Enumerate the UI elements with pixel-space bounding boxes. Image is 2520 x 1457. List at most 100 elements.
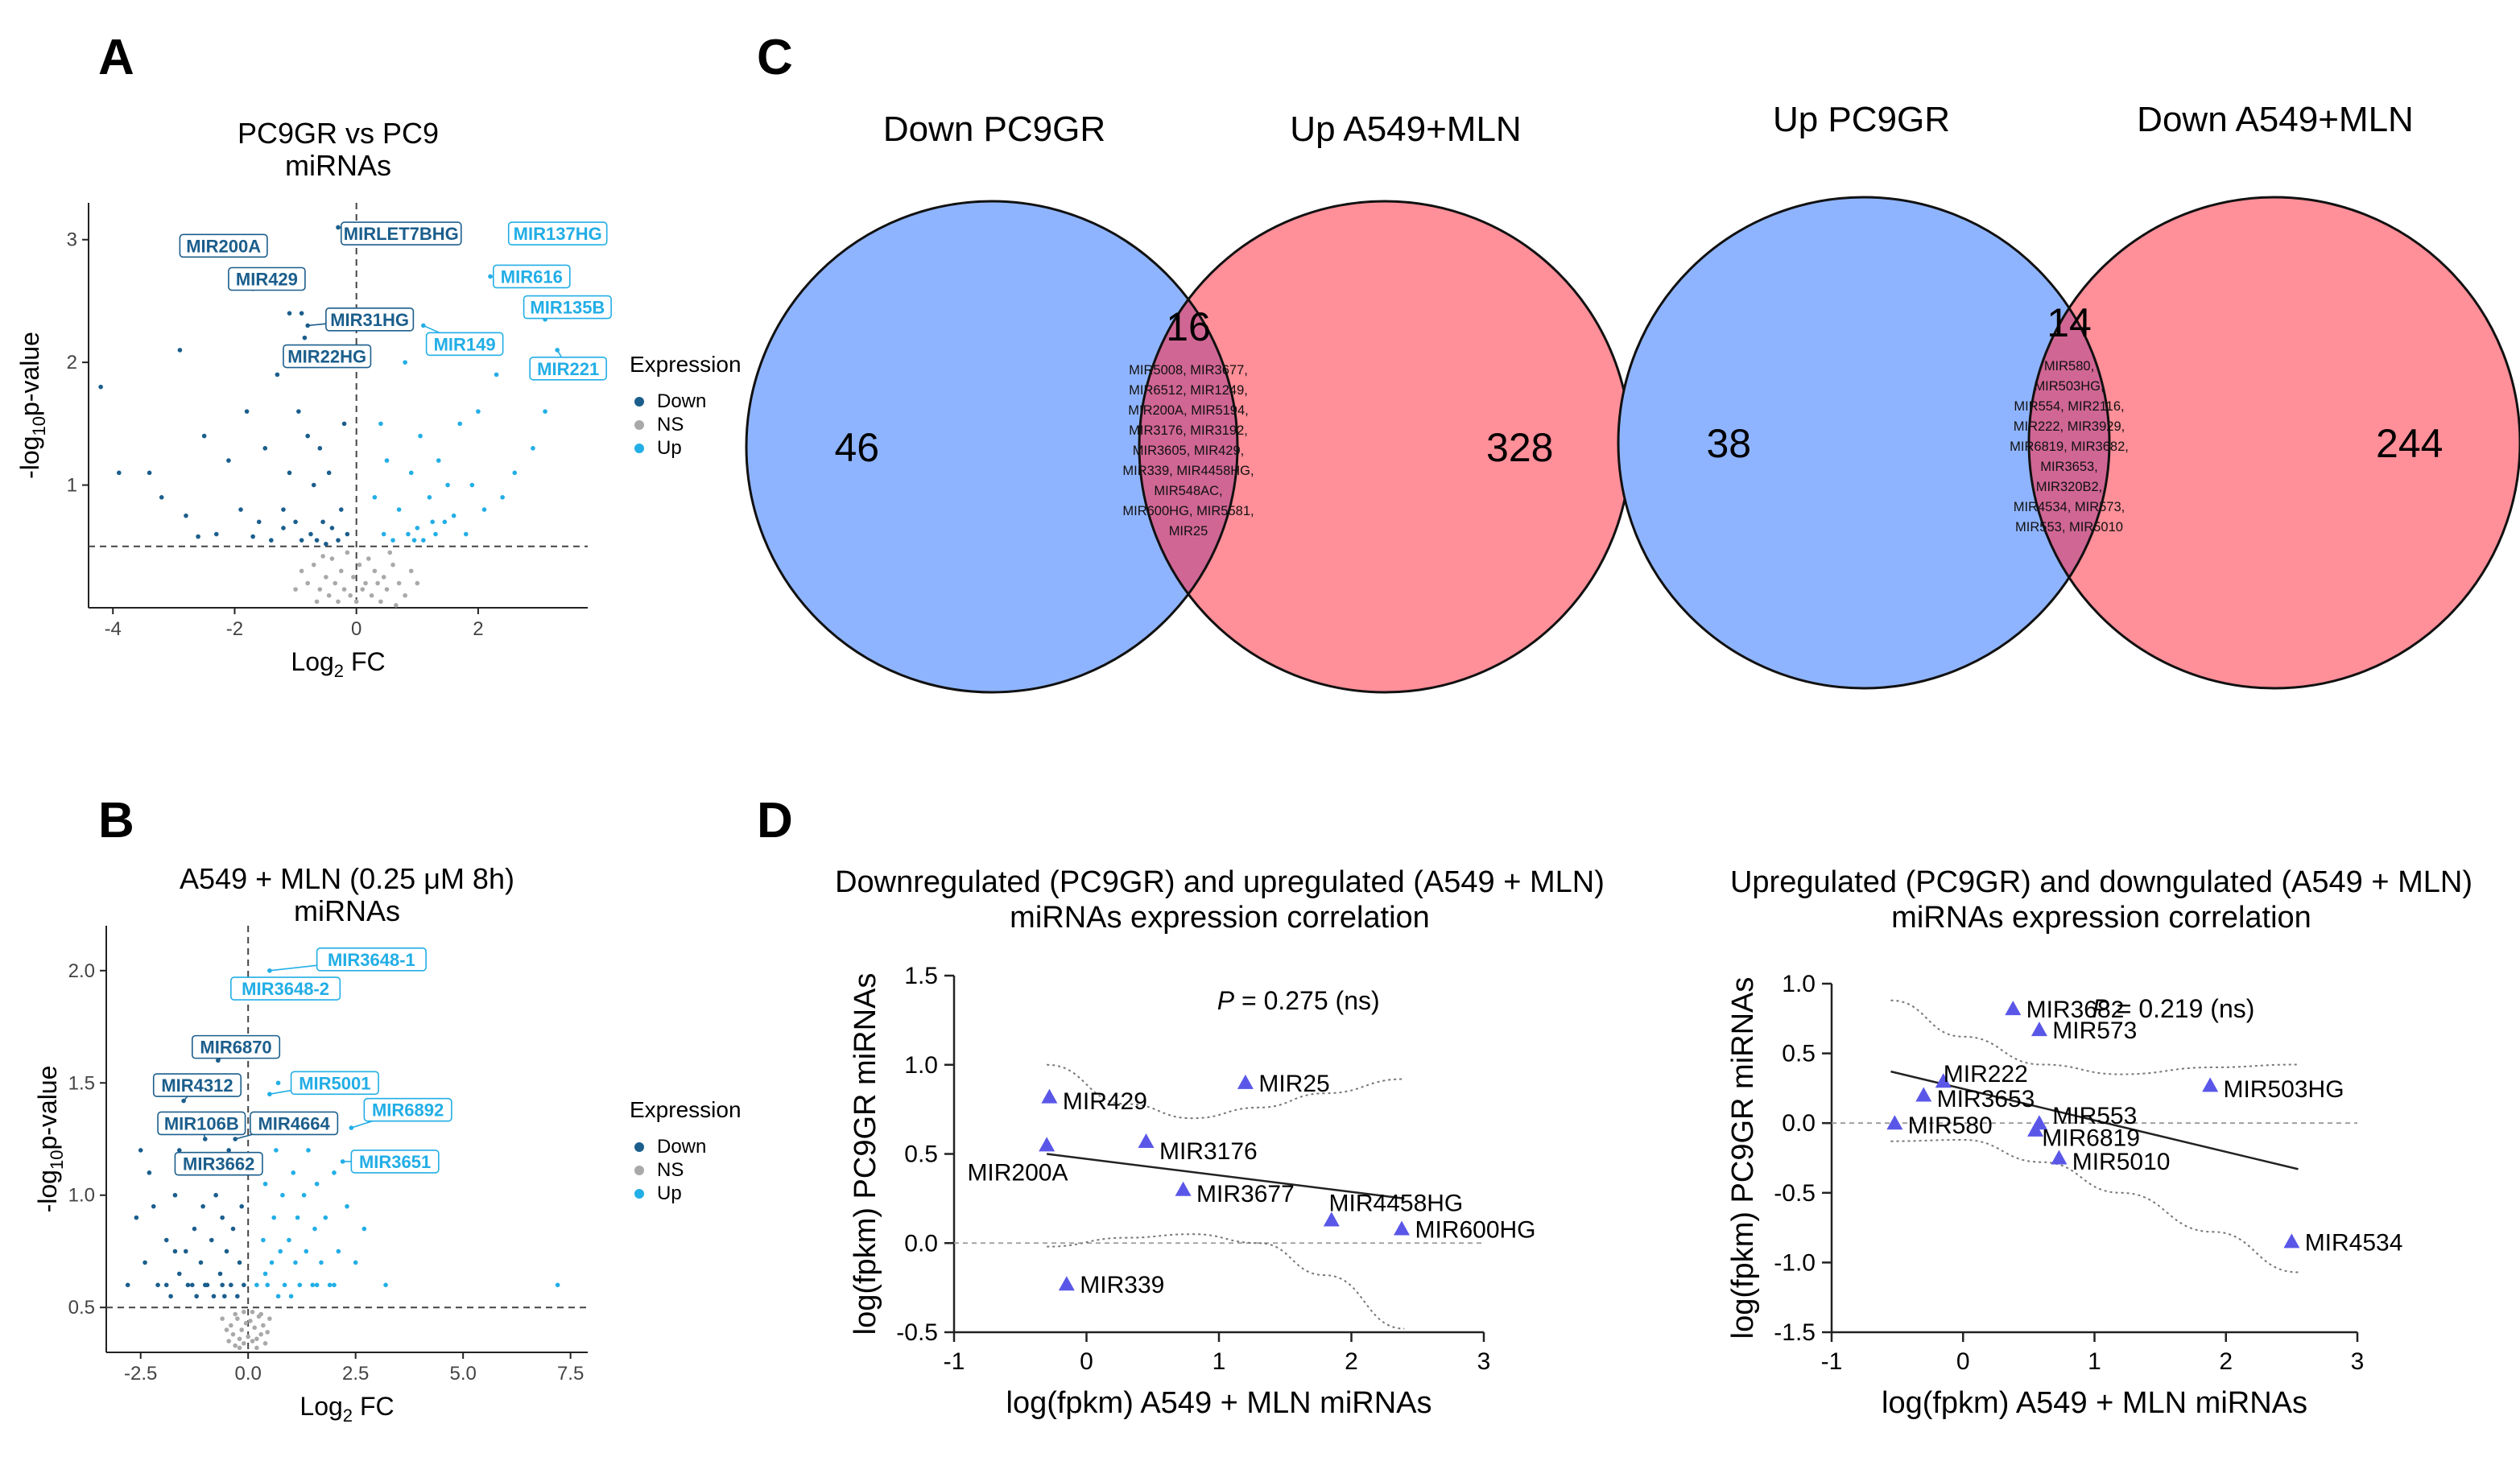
point-ns [336, 599, 341, 605]
point-ns [258, 1331, 264, 1337]
point-ns [366, 556, 371, 561]
point-up [531, 446, 535, 451]
point-ns [299, 568, 304, 574]
point-ns [267, 1316, 272, 1321]
point-ns [262, 1341, 268, 1346]
point-down [269, 538, 274, 543]
point-down [317, 446, 323, 451]
point-label: MIR580 [1908, 1112, 1993, 1139]
point-ns [246, 1334, 250, 1339]
point-up [262, 1181, 268, 1187]
legend-marker [634, 1142, 644, 1152]
point-down [336, 538, 341, 543]
point-down [239, 1203, 244, 1209]
point-up [481, 507, 487, 512]
x-axis-label: log(fpkm) A549 + MLN miRNAs [1882, 1386, 2307, 1420]
venn-overlap-gene-line: MIR320B2, [2036, 480, 2103, 494]
point-ns [250, 1339, 255, 1343]
point-down [326, 470, 332, 476]
y-tick-label: -1.5 [1774, 1319, 1816, 1346]
y-tick-label: 1.5 [68, 1072, 95, 1094]
venn-overlap-gene-line: MIR580, [2044, 359, 2094, 374]
point-ns [237, 1336, 242, 1342]
point-ns [314, 599, 320, 605]
point-up [384, 458, 390, 463]
point-down [201, 433, 207, 439]
y-axis-label-end: p-value [33, 1066, 62, 1150]
point-down [143, 1260, 147, 1265]
point-up [469, 482, 475, 488]
p-value-symbol: P [2092, 994, 2110, 1023]
point-up [271, 1215, 277, 1220]
label-box [152, 1073, 242, 1097]
point-down [287, 470, 292, 476]
point-ns [351, 575, 356, 580]
data-point-triangle [1138, 1133, 1155, 1148]
point-down [226, 458, 231, 463]
point-ns [360, 587, 366, 592]
point-up [427, 495, 432, 500]
point-ns [394, 603, 399, 608]
legend-item: Down [657, 390, 706, 412]
label-box [174, 1151, 263, 1176]
venn-overlap-count: 14 [2047, 300, 2092, 345]
data-point-triangle [1058, 1276, 1075, 1291]
point-down [183, 1249, 188, 1254]
venn-right-circle [1139, 201, 1630, 692]
x-axis-label-sub: 2 [343, 1405, 353, 1426]
point-ns [387, 550, 393, 555]
venn-overlap-gene-line: MIR3653, [2040, 460, 2098, 474]
point-up [312, 1226, 317, 1232]
point-label: MIR573 [2052, 1017, 2137, 1044]
point-up [378, 421, 383, 427]
point-down [163, 1282, 169, 1288]
point-ns [375, 580, 380, 586]
point-up [500, 495, 505, 500]
point-up [451, 513, 456, 518]
point-down [230, 1226, 236, 1232]
point-ns [369, 592, 374, 598]
point-up [430, 519, 435, 525]
point-down [320, 519, 325, 525]
x-tick-label: -2 [226, 618, 243, 640]
point-down [213, 531, 219, 537]
legend-marker [634, 1166, 644, 1175]
point-down [308, 531, 313, 537]
p-value-annotation: P = 0.219 (ns) [2092, 994, 2255, 1023]
point-label: MIR200A [967, 1160, 1068, 1187]
x-tick-label: 1 [2088, 1348, 2101, 1375]
venn-left-count: 46 [834, 425, 879, 470]
point-label: MIR3653 [1937, 1086, 2035, 1112]
gene-label: MIR135B [530, 298, 605, 318]
data-point-triangle [2051, 1150, 2068, 1165]
panel-letter-c: C [757, 30, 793, 85]
x-axis-label-end: FC [353, 1392, 395, 1421]
point-down [222, 1294, 227, 1299]
data-point-triangle [1237, 1074, 1254, 1089]
point-down [194, 1294, 199, 1299]
plot-title: A549 + MLN (0.25 μM 8h) [180, 862, 514, 895]
point-down [305, 433, 310, 439]
gene-label: MIR4664 [258, 1113, 330, 1133]
point-down [177, 348, 183, 353]
y-tick-label: 2.0 [68, 960, 95, 982]
legend-item: Up [657, 437, 682, 459]
point-up [275, 1080, 281, 1086]
point-down [296, 409, 301, 414]
point-label: MIR503HG [2223, 1076, 2344, 1103]
x-axis-label: Log2 FC [291, 647, 385, 681]
legend-marker [634, 420, 644, 430]
point-ns [243, 1320, 249, 1326]
point-up [512, 470, 518, 476]
x-tick-label: 0.0 [235, 1363, 262, 1385]
point-up [381, 531, 386, 537]
x-axis-label-end: FC [344, 647, 386, 676]
venn-left-circle [746, 201, 1237, 692]
point-up [421, 538, 426, 543]
point-ns [415, 580, 420, 586]
legend-item: Down [657, 1136, 706, 1158]
point-label: MIR429 [1063, 1088, 1147, 1115]
point-label: MIR6819 [2042, 1125, 2140, 1152]
